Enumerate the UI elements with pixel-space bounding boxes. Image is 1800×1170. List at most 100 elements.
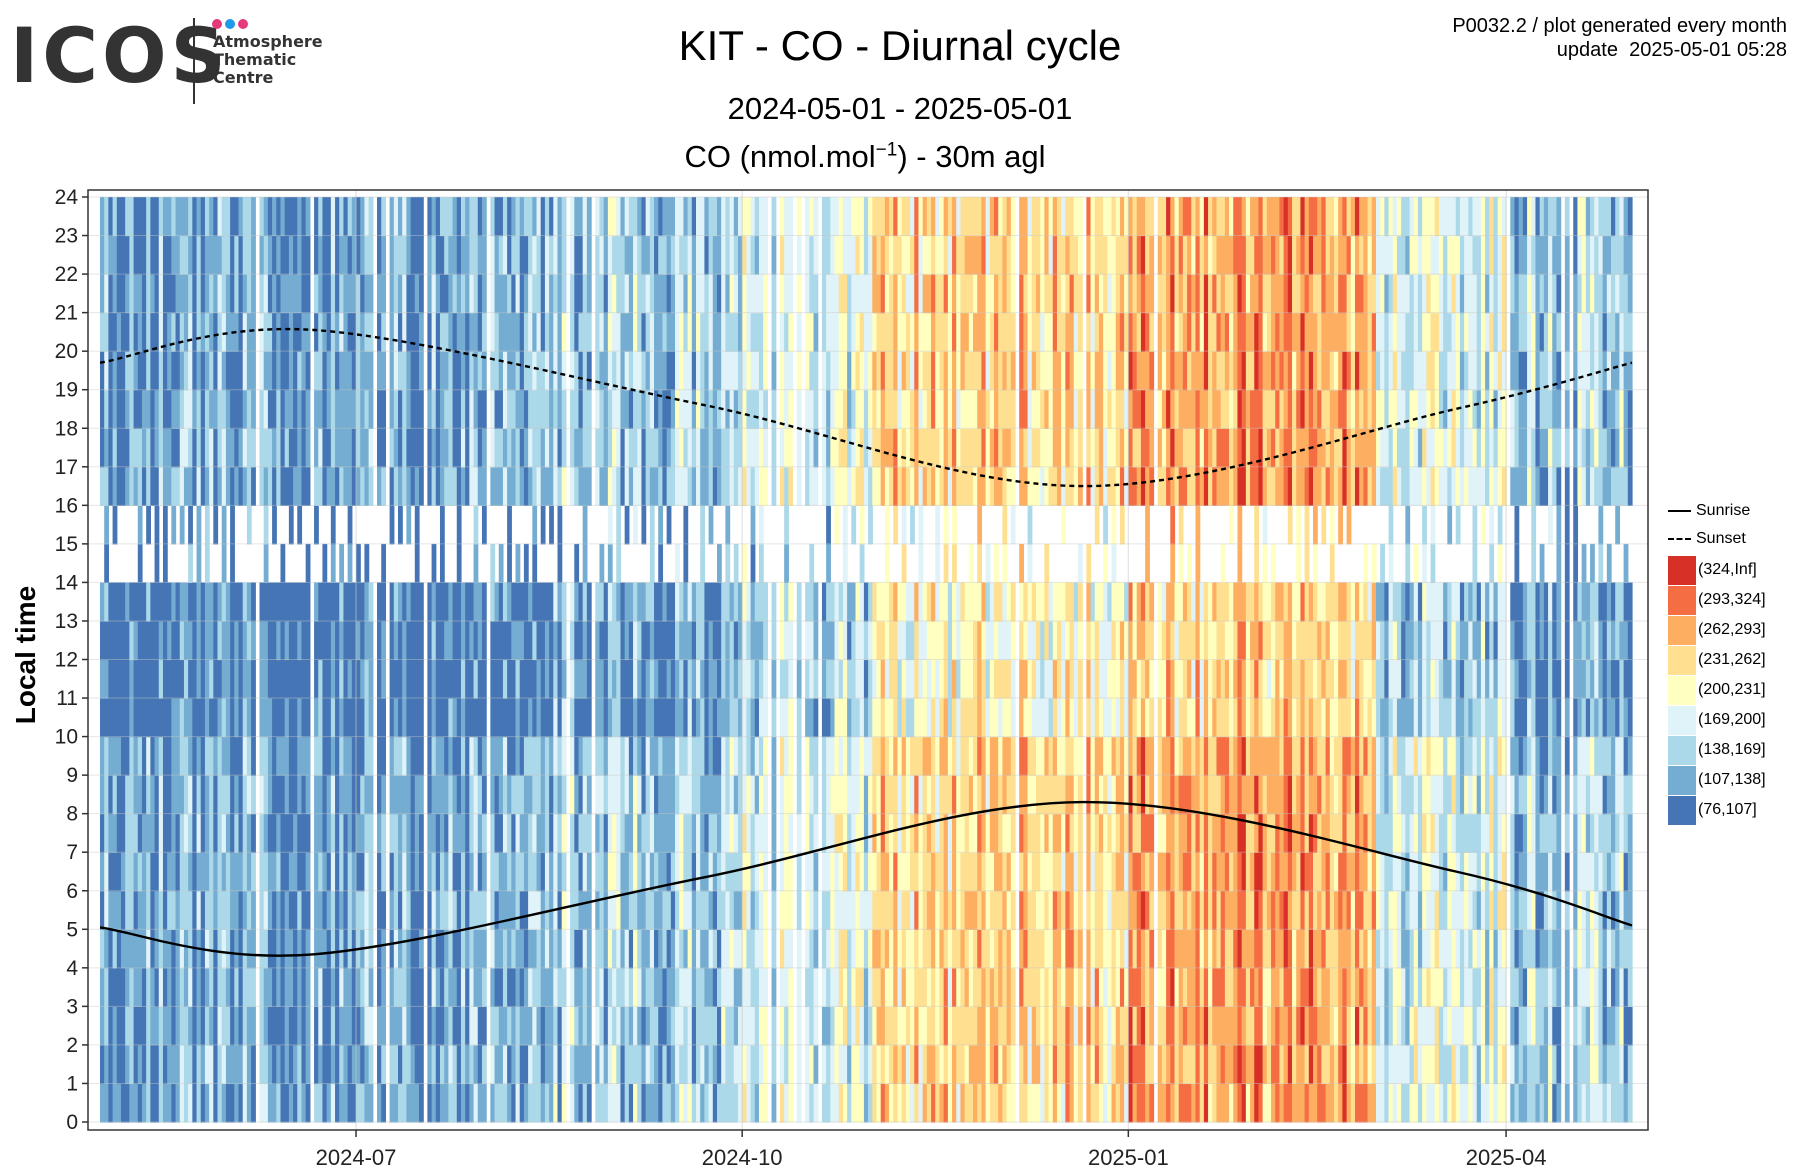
heatmap-cell	[973, 852, 978, 892]
heatmap-cell	[998, 967, 1004, 1007]
heatmap-cell	[544, 659, 550, 699]
heatmap-cell	[414, 1006, 420, 1046]
heatmap-cell	[880, 775, 886, 815]
heatmap-cell	[960, 813, 966, 853]
heatmap-cell	[985, 813, 991, 853]
heatmap-cell	[544, 852, 550, 892]
heatmap-cell	[1044, 428, 1050, 468]
heatmap-cell	[616, 235, 622, 275]
heatmap-cell	[847, 389, 852, 429]
heatmap-cell	[675, 351, 680, 391]
heatmap-cell	[1061, 929, 1066, 969]
heatmap-cell	[100, 698, 105, 738]
heatmap-cell	[901, 505, 907, 545]
heatmap-cell	[477, 775, 483, 815]
heatmap-cell	[179, 505, 185, 545]
heatmap-cell	[964, 775, 970, 815]
heatmap-cell	[700, 659, 706, 699]
heatmap-cell	[973, 775, 978, 815]
heatmap-cell	[989, 1044, 995, 1085]
heatmap-cell	[356, 466, 361, 506]
heatmap-cell	[393, 736, 399, 776]
heatmap-cell	[910, 659, 915, 699]
heatmap-cell	[473, 582, 479, 622]
heatmap-cell	[1065, 274, 1071, 314]
heatmap-cell	[431, 698, 437, 738]
heatmap-cell	[1002, 775, 1008, 815]
heatmap-cell	[360, 890, 366, 930]
heatmap-cell	[511, 813, 517, 853]
heatmap-cell	[465, 274, 470, 314]
heatmap-cell	[1048, 312, 1054, 352]
heatmap-cell	[481, 736, 487, 776]
heatmap-cell	[515, 543, 521, 584]
heatmap-cell	[733, 235, 739, 275]
heatmap-cell	[448, 929, 454, 969]
heatmap-cell	[989, 736, 995, 776]
heatmap-cell	[637, 351, 643, 391]
heatmap-cell	[108, 235, 114, 275]
heatmap-cell	[406, 813, 412, 853]
heatmap-cell	[931, 1083, 936, 1123]
heatmap-cell	[717, 312, 722, 352]
heatmap-cell	[238, 351, 244, 391]
heatmap-cell	[330, 852, 336, 892]
heatmap-cell	[1002, 1006, 1008, 1046]
heatmap-cell	[171, 967, 177, 1007]
heatmap-cell	[633, 775, 638, 815]
heatmap-cell	[645, 890, 651, 930]
heatmap-cell	[314, 312, 319, 352]
heatmap-cell	[192, 351, 198, 391]
heatmap-cell	[439, 620, 445, 661]
heatmap-cell	[402, 466, 407, 506]
heatmap-cell	[322, 466, 328, 506]
heatmap-cell	[347, 235, 353, 275]
heatmap-cell	[444, 852, 449, 892]
heatmap-cell	[620, 1083, 626, 1123]
heatmap-cell	[952, 389, 957, 429]
heatmap-cell	[943, 698, 949, 738]
heatmap-cell	[654, 235, 659, 275]
heatmap-cell	[263, 698, 269, 738]
heatmap-cell	[851, 967, 857, 1007]
heatmap-cell	[582, 505, 588, 545]
heatmap-cell	[183, 659, 189, 699]
heatmap-cell	[171, 235, 177, 275]
heatmap-cell	[666, 274, 672, 314]
heatmap-cell	[414, 813, 420, 853]
heatmap-cell	[851, 428, 857, 468]
heatmap-cell	[960, 235, 966, 275]
heatmap-cell	[318, 428, 324, 468]
heatmap-cell	[154, 505, 160, 545]
heatmap-cell	[704, 929, 710, 969]
heatmap-cell	[427, 1083, 433, 1123]
heatmap-cell	[649, 235, 655, 275]
heatmap-cell	[868, 1006, 873, 1046]
heatmap-cell	[284, 698, 290, 738]
heatmap-cell	[994, 197, 999, 237]
heatmap-cell	[280, 428, 286, 468]
heatmap-cell	[280, 1044, 286, 1085]
heatmap-cell	[989, 929, 995, 969]
heatmap-cell	[297, 389, 303, 429]
heatmap-cell	[876, 235, 882, 275]
heatmap-cell	[549, 1044, 554, 1085]
heatmap-cell	[288, 967, 294, 1007]
heatmap-cell	[939, 312, 945, 352]
heatmap-cell	[746, 852, 752, 892]
heatmap-cell	[326, 813, 332, 853]
heatmap-cell	[696, 351, 701, 391]
heatmap-cell	[465, 929, 470, 969]
heatmap-cell	[272, 813, 277, 853]
unit-prefix: CO (nmol.mol	[684, 139, 876, 174]
heatmap-cell	[897, 351, 903, 391]
heatmap-cell	[889, 466, 894, 506]
heatmap-cell	[973, 428, 978, 468]
heatmap-cell	[712, 1006, 718, 1046]
heatmap-cell	[624, 582, 630, 622]
heatmap-cell	[322, 312, 328, 352]
heatmap-cell	[700, 235, 706, 275]
heatmap-cell	[175, 351, 181, 391]
heatmap-cell	[641, 775, 647, 815]
heatmap-cell	[204, 389, 210, 429]
